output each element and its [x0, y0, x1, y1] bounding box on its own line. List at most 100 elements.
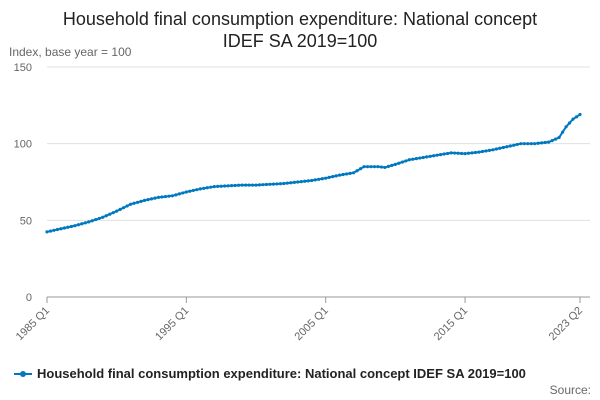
data-point: [512, 143, 516, 147]
data-point: [87, 220, 91, 224]
source-label: Source:: [549, 383, 591, 397]
data-point: [202, 186, 206, 190]
data-point: [564, 125, 568, 129]
data-point: [177, 192, 181, 196]
data-point: [226, 184, 230, 188]
data-point: [379, 165, 384, 169]
data-point: [243, 183, 248, 187]
data-point: [404, 159, 408, 163]
data-point: [536, 141, 540, 145]
data-point: [292, 180, 296, 184]
data-point: [348, 171, 352, 175]
data-point: [505, 145, 509, 149]
data-point: [554, 137, 558, 141]
data-point: [296, 180, 300, 184]
data-point: [62, 226, 67, 230]
data-point: [480, 149, 485, 154]
data-point: [351, 171, 356, 175]
data-point: [334, 174, 338, 178]
data-point: [446, 151, 450, 156]
data-point: [355, 169, 359, 173]
data-point: [188, 189, 192, 193]
data-point: [146, 198, 150, 202]
data-point: [80, 222, 84, 226]
data-point: [411, 157, 415, 161]
data-point: [372, 165, 377, 169]
data-point: [400, 160, 404, 164]
data-point: [306, 179, 310, 183]
chart-title-line-2: IDEF SA 2019=100: [222, 31, 378, 51]
series-line: [46, 113, 581, 233]
data-point: [540, 141, 544, 145]
data-point: [393, 162, 397, 166]
data-point: [268, 182, 272, 186]
data-point: [515, 142, 519, 147]
data-point: [184, 190, 188, 194]
data-point: [45, 230, 49, 234]
data-point: [578, 112, 582, 117]
data-point: [285, 181, 289, 185]
data-point: [108, 212, 112, 216]
x-tick-label: 1995 Q1: [153, 305, 191, 343]
y-tick-label: 150: [14, 62, 32, 74]
data-point: [407, 158, 411, 162]
data-point: [310, 178, 314, 183]
data-point: [383, 165, 387, 170]
data-point: [338, 173, 342, 177]
y-tick-label: 0: [26, 292, 32, 304]
chart-title-line-1: Household final consumption expenditure:…: [62, 9, 538, 29]
data-point: [435, 153, 439, 157]
y-axis-label: Index, base year = 100: [9, 45, 132, 59]
data-point: [289, 181, 293, 185]
data-point: [52, 228, 56, 232]
data-point: [111, 211, 115, 215]
data-point: [442, 152, 446, 156]
data-point: [212, 185, 216, 189]
data-point: [170, 194, 175, 198]
data-point: [459, 151, 464, 156]
data-point: [428, 154, 432, 158]
data-point: [449, 151, 453, 155]
data-point: [163, 194, 168, 199]
data-point: [473, 150, 478, 155]
y-tick-label: 100: [14, 139, 32, 151]
data-point: [303, 179, 307, 183]
data-point: [195, 188, 199, 192]
x-tick-label: 2005 Q1: [292, 305, 330, 343]
y-tick-label: 50: [20, 215, 32, 227]
data-point: [498, 146, 502, 150]
data-point: [118, 207, 122, 212]
data-point: [122, 206, 126, 210]
data-point: [153, 196, 157, 200]
data-point: [491, 148, 495, 152]
data-point: [233, 183, 237, 188]
data-point: [149, 197, 154, 201]
data-point: [331, 175, 335, 179]
data-point: [317, 177, 321, 181]
data-point: [477, 150, 481, 154]
data-point: [533, 142, 537, 146]
data-point: [83, 221, 87, 225]
data-point: [73, 224, 77, 228]
data-point: [139, 199, 143, 203]
data-point: [278, 182, 283, 186]
legend[interactable]: Household final consumption expenditure:…: [14, 366, 526, 381]
data-point: [425, 155, 429, 159]
data-point: [90, 219, 94, 223]
data-point: [69, 224, 73, 229]
data-point: [501, 145, 505, 150]
legend-swatch: [14, 368, 32, 380]
data-point: [167, 194, 171, 198]
data-point: [494, 147, 498, 151]
data-point: [115, 209, 119, 213]
data-point: [223, 184, 227, 188]
data-point: [487, 148, 492, 152]
data-point: [254, 183, 258, 187]
data-point: [237, 183, 241, 187]
data-point: [94, 217, 98, 222]
data-point: [101, 215, 105, 219]
x-tick-label: 2015 Q1: [432, 305, 470, 343]
data-point: [574, 115, 579, 119]
data-point: [129, 202, 133, 206]
